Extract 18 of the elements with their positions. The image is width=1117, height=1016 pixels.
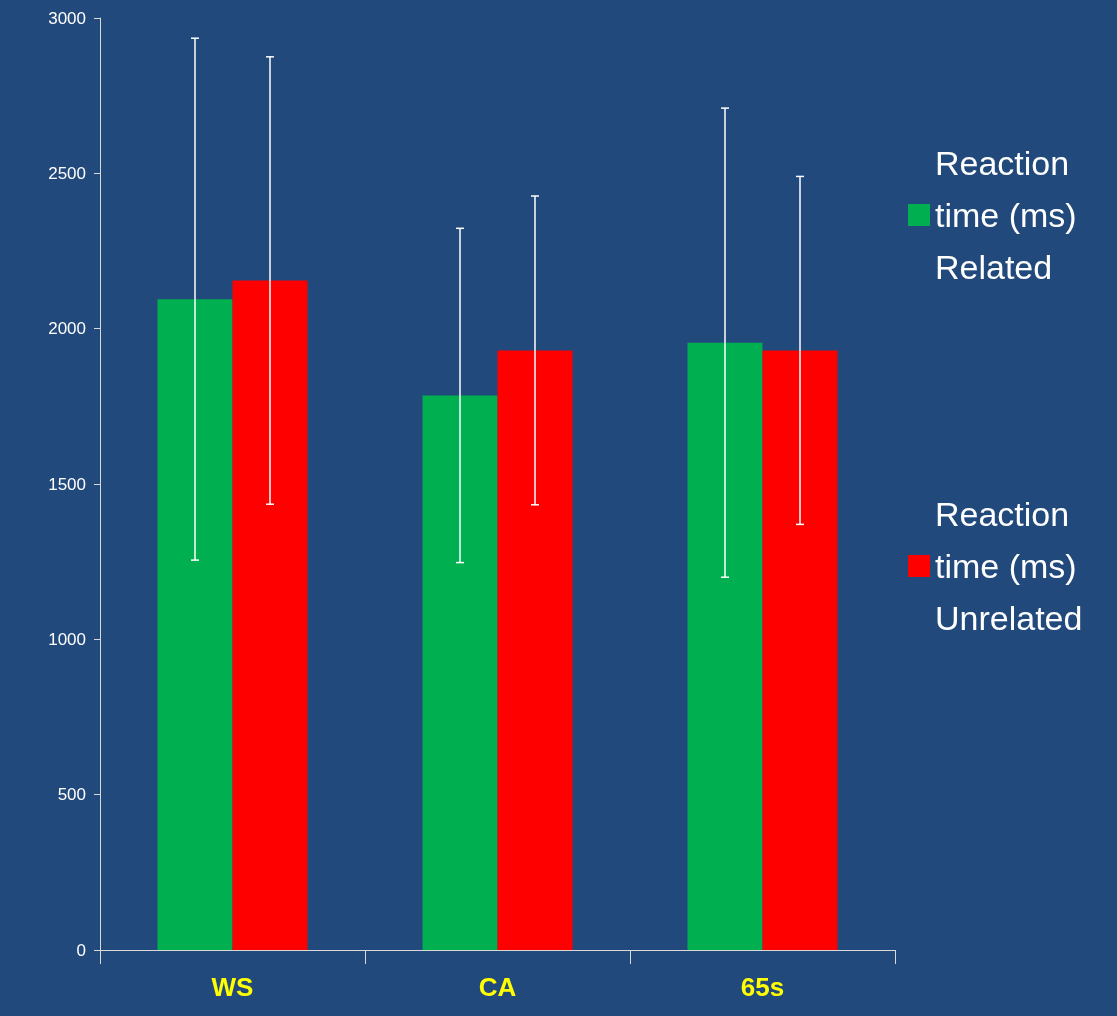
legend-label: Reaction time (ms) Related xyxy=(935,144,1087,286)
bar xyxy=(232,280,308,950)
y-tick-label: 0 xyxy=(76,940,86,960)
y-tick-label: 3000 xyxy=(48,8,86,28)
bar xyxy=(157,299,233,950)
bar xyxy=(497,350,573,950)
y-tick-label: 2000 xyxy=(48,319,86,339)
bar xyxy=(762,350,838,950)
y-tick-label: 1000 xyxy=(48,629,86,649)
y-tick-label: 1500 xyxy=(48,474,86,494)
bar xyxy=(687,342,763,950)
bar xyxy=(422,395,498,950)
x-tick-label: 65s xyxy=(740,972,785,1002)
y-tick-label: 2500 xyxy=(48,163,86,183)
y-tick-label: 500 xyxy=(57,785,86,805)
x-tick-label: CA xyxy=(478,972,517,1002)
legend-label: Reaction time (ms) Unrelated xyxy=(935,495,1087,637)
x-tick-label: WS xyxy=(211,972,254,1002)
